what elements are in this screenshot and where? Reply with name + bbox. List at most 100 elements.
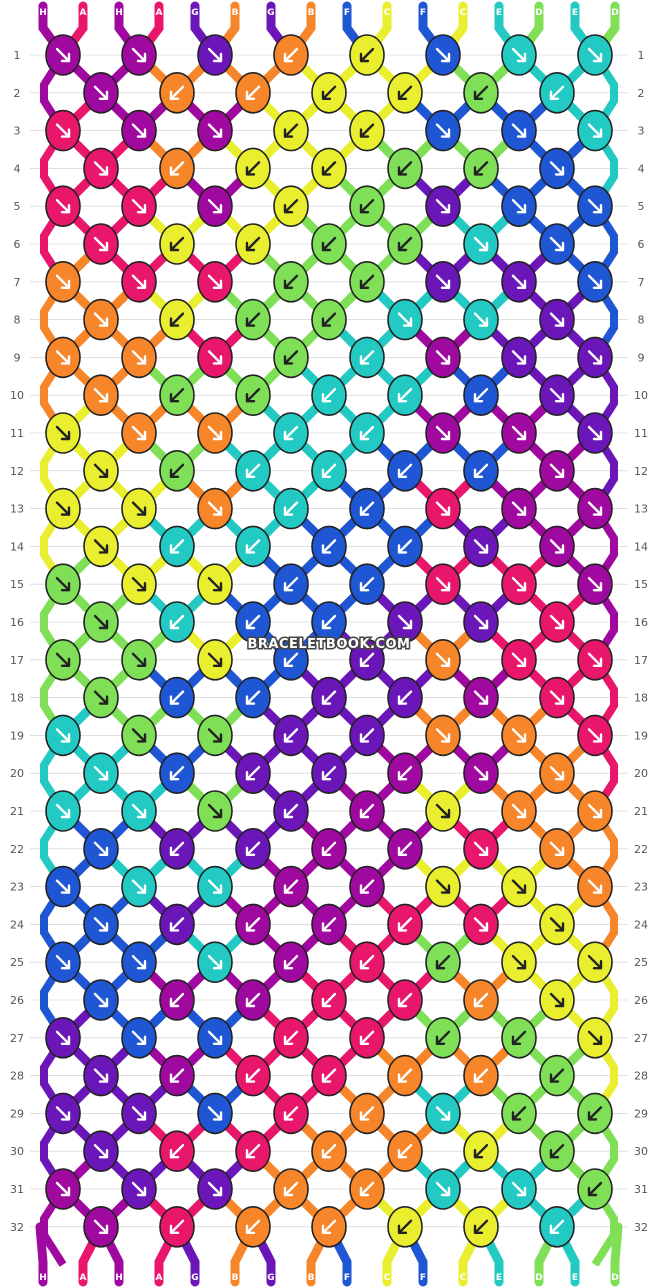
knot bbox=[159, 601, 195, 643]
knot bbox=[425, 714, 461, 757]
arrow-down-right-icon bbox=[207, 123, 223, 138]
arrow-down-right-icon bbox=[549, 690, 565, 705]
knot bbox=[83, 298, 119, 341]
knot bbox=[501, 563, 537, 606]
knot bbox=[121, 865, 157, 908]
row-label-left: 2 bbox=[14, 87, 21, 100]
arrow-down-left-icon bbox=[283, 123, 299, 138]
arrow-down-left-icon bbox=[245, 917, 261, 932]
knot bbox=[387, 1130, 423, 1172]
arrow-down-left-icon bbox=[321, 841, 337, 856]
knot bbox=[45, 714, 81, 757]
knot bbox=[387, 374, 423, 417]
knot bbox=[387, 449, 423, 492]
arrow-down-left-icon bbox=[245, 614, 261, 630]
row-label-left: 6 bbox=[14, 238, 21, 251]
knot bbox=[425, 487, 461, 530]
arrow-down-right-icon bbox=[55, 501, 71, 516]
arrow-down-right-icon bbox=[55, 47, 71, 63]
knot bbox=[83, 601, 119, 643]
knot bbox=[197, 714, 233, 757]
arrow-down-left-icon bbox=[435, 955, 451, 970]
arrow-down-right-icon bbox=[93, 1219, 109, 1234]
knot bbox=[539, 147, 575, 190]
row-label-left: 8 bbox=[14, 314, 21, 327]
knot bbox=[349, 1092, 385, 1135]
knot bbox=[387, 298, 423, 341]
strand-label-top: B bbox=[232, 8, 239, 18]
knot bbox=[311, 1054, 347, 1097]
knot bbox=[83, 525, 119, 568]
knot bbox=[463, 449, 499, 492]
knot bbox=[349, 109, 385, 152]
arrow-down-left-icon bbox=[397, 463, 413, 478]
knot bbox=[539, 903, 575, 946]
arrow-down-left-icon bbox=[245, 236, 261, 252]
arrow-down-left-icon bbox=[245, 992, 261, 1008]
knot bbox=[121, 412, 157, 454]
arrow-down-right-icon bbox=[587, 577, 603, 592]
row-label-right: 29 bbox=[634, 1107, 648, 1120]
strand-label-top: D bbox=[611, 8, 618, 18]
knot bbox=[311, 979, 347, 1021]
knot bbox=[577, 941, 613, 984]
arrow-down-left-icon bbox=[473, 1144, 489, 1159]
arrow-down-right-icon bbox=[435, 501, 451, 516]
knot bbox=[197, 336, 233, 379]
knot bbox=[197, 185, 233, 227]
knot bbox=[387, 827, 423, 870]
arrow-down-left-icon bbox=[473, 388, 489, 403]
knot bbox=[197, 563, 233, 606]
knot bbox=[121, 563, 157, 606]
arrow-down-right-icon bbox=[435, 803, 451, 819]
knot bbox=[539, 827, 575, 870]
knot bbox=[349, 260, 385, 303]
knot bbox=[501, 412, 537, 454]
arrow-down-left-icon bbox=[397, 85, 413, 100]
arrow-down-left-icon bbox=[359, 1030, 375, 1045]
arrow-down-right-icon bbox=[207, 47, 223, 63]
knot bbox=[387, 223, 423, 265]
knot bbox=[197, 412, 233, 454]
strand-label-bottom: A bbox=[156, 1273, 163, 1283]
row-label-left: 11 bbox=[10, 427, 24, 440]
arrow-down-left-icon bbox=[397, 992, 413, 1008]
knot bbox=[311, 676, 347, 719]
arrow-down-right-icon bbox=[93, 236, 109, 252]
knot bbox=[273, 336, 309, 379]
knot bbox=[273, 865, 309, 908]
arrow-down-right-icon bbox=[473, 841, 489, 856]
knot bbox=[463, 1054, 499, 1097]
knot bbox=[387, 601, 423, 643]
knot bbox=[45, 865, 81, 908]
arrow-down-right-icon bbox=[435, 728, 451, 743]
knot bbox=[159, 903, 195, 946]
knot bbox=[121, 790, 157, 832]
arrow-down-right-icon bbox=[587, 425, 603, 441]
arrow-down-right-icon bbox=[587, 803, 603, 819]
knot bbox=[235, 147, 271, 190]
arrow-down-left-icon bbox=[359, 425, 375, 441]
arrow-down-right-icon bbox=[131, 1181, 147, 1197]
arrow-down-left-icon bbox=[245, 766, 261, 781]
arrow-down-left-icon bbox=[245, 1144, 261, 1159]
knot bbox=[235, 449, 271, 492]
arrow-down-right-icon bbox=[131, 803, 147, 819]
knot bbox=[273, 412, 309, 454]
row-label-right: 5 bbox=[638, 200, 645, 213]
arrow-down-right-icon bbox=[549, 312, 565, 327]
arrow-down-left-icon bbox=[245, 690, 261, 705]
arrow-down-right-icon bbox=[587, 652, 603, 667]
row-label-right: 24 bbox=[634, 918, 648, 931]
knot bbox=[159, 979, 195, 1021]
arrow-down-left-icon bbox=[245, 463, 261, 478]
knot bbox=[235, 676, 271, 719]
knot bbox=[387, 676, 423, 719]
arrow-down-left-icon bbox=[359, 123, 375, 138]
knot bbox=[463, 676, 499, 719]
arrow-down-left-icon bbox=[283, 879, 299, 894]
arrow-down-right-icon bbox=[131, 123, 147, 138]
knot bbox=[235, 525, 271, 568]
strand-label-top: H bbox=[39, 8, 47, 18]
knot bbox=[463, 298, 499, 341]
